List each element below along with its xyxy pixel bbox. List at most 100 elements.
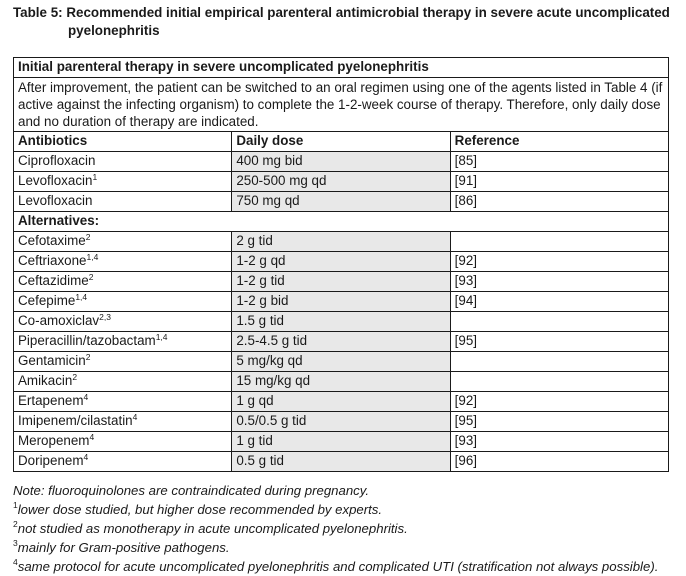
antibiotic-name: Piperacillin/tazobactam1,4 <box>12 331 233 352</box>
table-row: Ertapenem4 1 g qd [92] <box>12 391 670 412</box>
intro-row: After improvement, the patient can be sw… <box>13 77 669 132</box>
daily-dose: 1-2 g tid <box>231 271 451 292</box>
antibiotic-name: Amikacin2 <box>12 371 233 392</box>
daily-dose-text: 0.5 g tid <box>236 453 284 468</box>
table-row: Levofloxacin 750 mg qd [86] <box>12 191 670 212</box>
antibiotic-name-text: Doripenem <box>18 453 84 468</box>
daily-dose: 250-500 mg qd <box>231 171 451 192</box>
antibiotic-name-text: Amikacin <box>18 373 73 388</box>
reference-text: [95] <box>454 413 477 428</box>
footnote-text: Note: fluoroquinolones are contraindicat… <box>13 483 370 498</box>
therapy-table: Initial parenteral therapy in severe unc… <box>12 57 670 472</box>
antibiotic-name: Levofloxacin <box>12 191 233 212</box>
daily-dose: 1 g qd <box>231 391 451 412</box>
antibiotic-name: Ceftazidime2 <box>12 271 233 292</box>
antibiotic-name: Ciprofloxacin <box>12 151 233 172</box>
table-row: Doripenem4 0.5 g tid [96] <box>12 451 670 472</box>
footnote-marker: 1 <box>92 172 98 182</box>
footnote-number: 2 <box>13 519 18 529</box>
daily-dose-text: 0.5/0.5 g tid <box>236 413 307 428</box>
reference-text: [95] <box>454 333 477 348</box>
footnote: Note: fluoroquinolones are contraindicat… <box>13 481 686 500</box>
reference: [96] <box>449 451 670 472</box>
reference: [93] <box>449 431 670 452</box>
daily-dose-text: 1-2 g qd <box>236 253 286 268</box>
footnote: 2not studied as monotherapy in acute unc… <box>13 519 686 538</box>
antibiotic-name: Doripenem4 <box>12 451 233 472</box>
section-title-row: Initial parenteral therapy in severe unc… <box>13 57 669 78</box>
antibiotic-name-text: Cefepime <box>18 293 76 308</box>
daily-dose: 0.5 g tid <box>231 451 451 472</box>
footnote-number: 3 <box>13 538 18 548</box>
daily-dose-text: 1-2 g bid <box>236 293 289 308</box>
antibiotic-name-text: Ciprofloxacin <box>18 153 96 168</box>
antibiotic-name: Levofloxacin1 <box>12 171 233 192</box>
daily-dose-text: 1 g tid <box>236 433 273 448</box>
alternatives-label: Alternatives: <box>13 211 669 232</box>
footnote-text: lower dose studied, but higher dose reco… <box>17 502 383 517</box>
reference: [95] <box>449 411 670 432</box>
table-row: Levofloxacin1 250-500 mg qd [91] <box>12 171 670 192</box>
footnote-marker: 4 <box>83 392 89 402</box>
reference <box>449 351 670 372</box>
footnote-marker: 2,3 <box>99 312 111 322</box>
section-title: Initial parenteral therapy in severe unc… <box>13 57 669 78</box>
reference-text: [94] <box>454 293 477 308</box>
footnote-text: mainly for Gram-positive pathogens. <box>17 540 230 555</box>
footnote-marker: 2 <box>72 372 78 382</box>
antibiotic-name: Cefotaxime2 <box>12 231 233 252</box>
footnote-marker: 2 <box>88 272 94 282</box>
daily-dose-text: 1-2 g tid <box>236 273 285 288</box>
table-row: Ceftazidime2 1-2 g tid [93] <box>12 271 670 292</box>
antibiotic-name-text: Meropenem <box>18 433 90 448</box>
daily-dose: 0.5/0.5 g tid <box>231 411 451 432</box>
header-antibiotics: Antibiotics <box>12 131 233 152</box>
intro-text: After improvement, the patient can be sw… <box>13 77 669 132</box>
table-caption: Table 5: Recommended initial empirical p… <box>13 4 673 40</box>
footnote-marker: 4 <box>83 452 89 462</box>
daily-dose: 15 mg/kg qd <box>231 371 451 392</box>
daily-dose-text: 5 mg/kg qd <box>236 353 303 368</box>
antibiotic-name: Co-amoxiclav2,3 <box>12 311 233 332</box>
table-row: Ciprofloxacin 400 mg bid [85] <box>12 151 670 172</box>
footnote: 3mainly for Gram-positive pathogens. <box>13 538 686 557</box>
reference-text: [92] <box>454 253 477 268</box>
antibiotic-name-text: Ertapenem <box>18 393 84 408</box>
table-row: Cefotaxime2 2 g tid <box>12 231 670 252</box>
table-row: Amikacin2 15 mg/kg qd <box>12 371 670 392</box>
footnote-marker: 1,4 <box>75 292 88 302</box>
antibiotic-name-text: Ceftazidime <box>18 273 89 288</box>
footnote-marker: 2 <box>85 352 91 362</box>
reference: [92] <box>449 251 670 272</box>
footnote-text: not studied as monotherapy in acute unco… <box>17 521 408 536</box>
reference <box>449 311 670 332</box>
caption-label: Table 5: <box>13 5 63 20</box>
table-row: Meropenem4 1 g tid [93] <box>12 431 670 452</box>
antibiotic-name-text: Levofloxacin <box>18 193 93 208</box>
antibiotic-name: Imipenem/cilastatin4 <box>12 411 233 432</box>
daily-dose: 400 mg bid <box>231 151 451 172</box>
footnote: 4same protocol for acute uncomplicated p… <box>13 557 686 576</box>
alternatives-row: Alternatives: <box>13 211 669 232</box>
antibiotic-name: Ceftriaxone1,4 <box>12 251 233 272</box>
footnote-number: 1 <box>13 500 18 510</box>
daily-dose-text: 2.5-4.5 g tid <box>236 333 308 348</box>
footnote-marker: 4 <box>132 412 138 422</box>
header-row: Antibiotics Daily dose Reference <box>12 131 670 152</box>
reference: [86] <box>449 191 670 212</box>
caption-title-line1: Recommended initial empirical parenteral… <box>66 5 670 20</box>
reference: [91] <box>449 171 670 192</box>
daily-dose-text: 250-500 mg qd <box>236 173 327 188</box>
daily-dose: 1 g tid <box>231 431 451 452</box>
footnote-number: 4 <box>13 557 18 567</box>
antibiotic-name-text: Ceftriaxone <box>18 253 87 268</box>
daily-dose-text: 1.5 g tid <box>236 313 284 328</box>
reference-text: [93] <box>454 433 477 448</box>
reference: [94] <box>449 291 670 312</box>
daily-dose-text: 2 g tid <box>236 233 273 248</box>
reference: [92] <box>449 391 670 412</box>
daily-dose: 5 mg/kg qd <box>231 351 451 372</box>
footnote-marker: 1,4 <box>86 252 99 262</box>
table-row: Imipenem/cilastatin4 0.5/0.5 g tid [95] <box>12 411 670 432</box>
reference-text: [85] <box>454 153 477 168</box>
